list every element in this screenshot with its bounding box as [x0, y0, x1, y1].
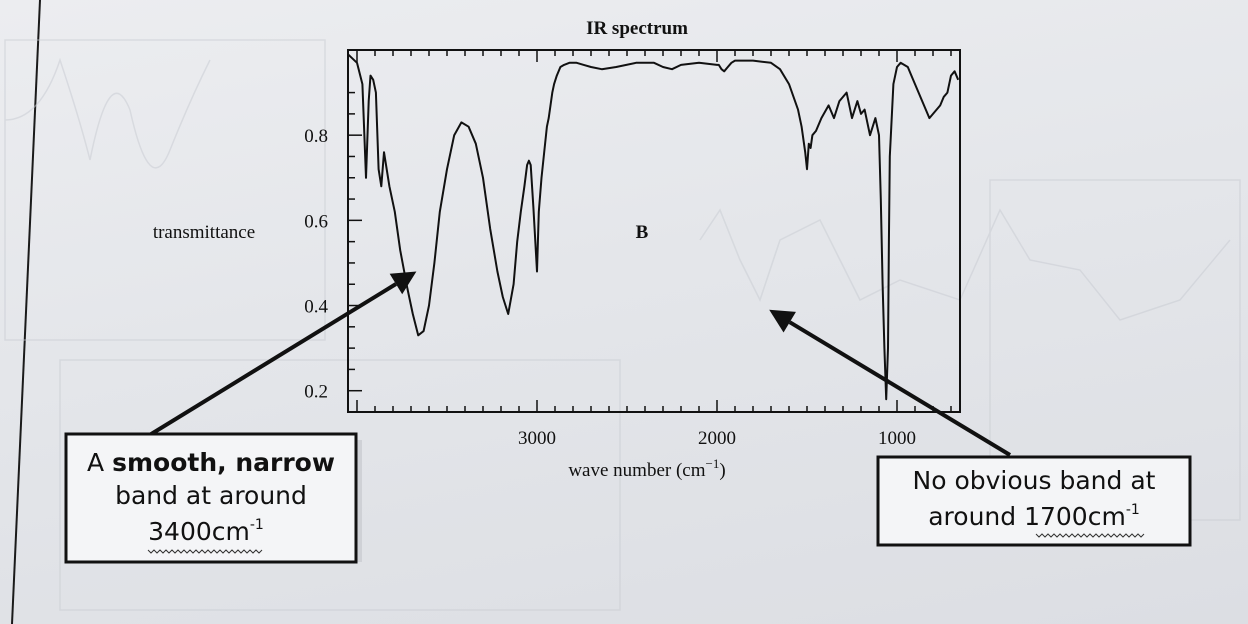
callout-left-line1: A smooth, narrow: [87, 448, 335, 477]
callout-left-underline: [147, 549, 263, 554]
ir-chart: IR spectrum 0.2 0.4 0.6 0.8 3000 2000 1000 tr…: [153, 18, 961, 481]
arrowhead-right: [769, 309, 796, 333]
callout-left-line2: band at around: [115, 481, 307, 510]
y-axis-label: transmittance: [153, 222, 255, 243]
arrow-right: [788, 320, 1012, 457]
callout-right: No obvious band at around 1700cm-1: [876, 455, 1192, 547]
page-margin-line: [11, 0, 41, 624]
y-axis-ticks: 0.2 0.4 0.6 0.8: [304, 91, 362, 403]
callout-right-line2: around 1700cm-1: [928, 502, 1140, 531]
x-axis-ticks: 3000 2000 1000: [356, 50, 952, 449]
panel-label: B: [636, 222, 649, 243]
callout-right-line1: No obvious band at: [913, 466, 1156, 495]
y-tick-label: 0.4: [304, 297, 328, 318]
y-tick-label: 0.8: [304, 126, 328, 147]
callout-right-box: [876, 455, 1192, 547]
spectrum-line: [347, 53, 960, 401]
x-tick-label: 2000: [698, 428, 736, 449]
arrowhead-left: [389, 271, 417, 295]
y-tick-label: 0.6: [304, 211, 328, 232]
callout-left-box: [64, 432, 358, 564]
callout-right-underline: [1035, 533, 1145, 538]
callout-left: A smooth, narrow band at around 3400cm-1: [64, 432, 362, 564]
callout-left-line3: 3400cm-1: [148, 517, 264, 546]
x-axis-label: wave number (cm−1): [568, 456, 725, 481]
arrow-left: [146, 282, 397, 438]
x-tick-label: 3000: [518, 428, 556, 449]
plot-frame: [347, 49, 961, 413]
chart-title: IR spectrum: [586, 18, 688, 39]
y-tick-label: 0.2: [304, 382, 328, 403]
x-tick-label: 1000: [878, 428, 916, 449]
